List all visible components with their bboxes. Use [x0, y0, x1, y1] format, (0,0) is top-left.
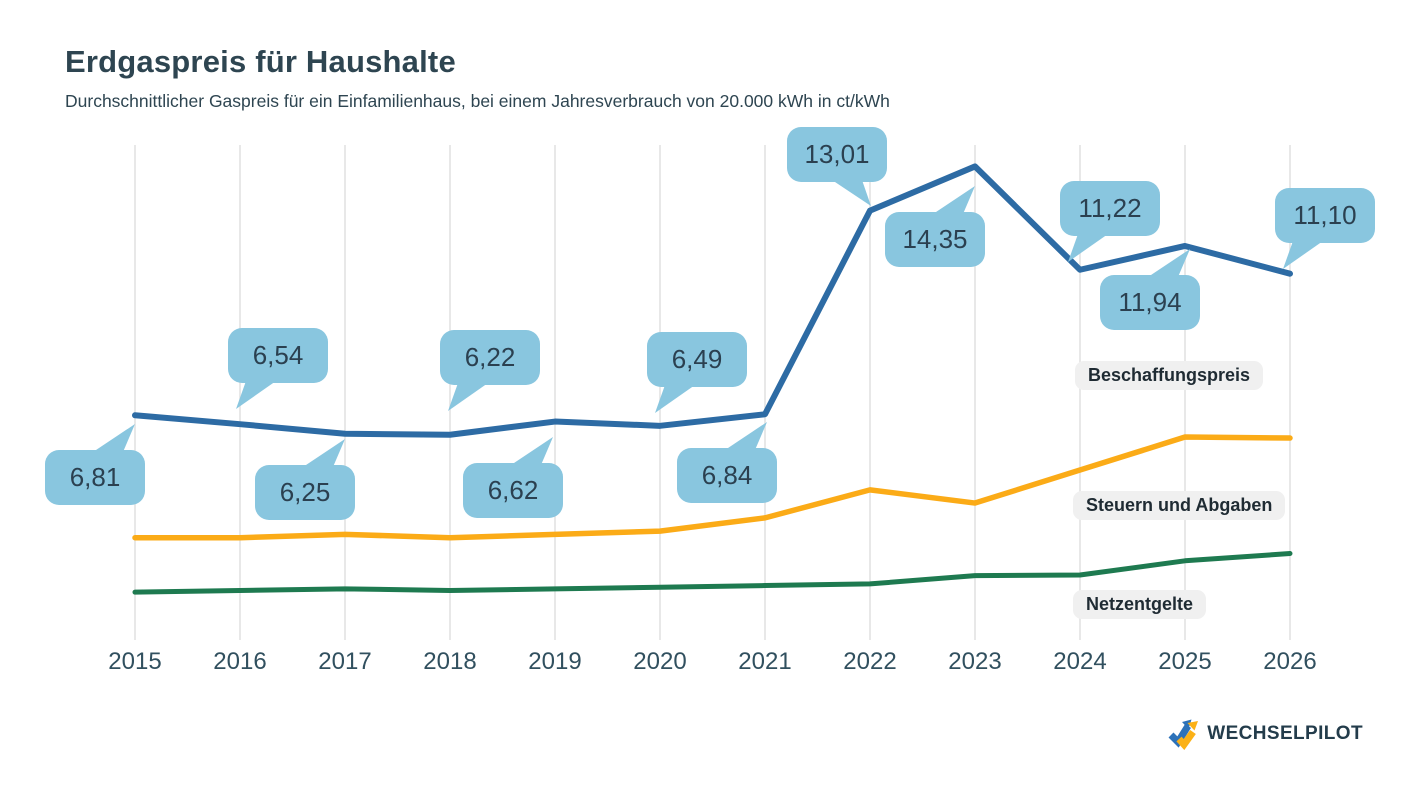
- x-axis-label-2015: 2015: [108, 648, 162, 675]
- bubble-tail: [832, 180, 871, 206]
- value-bubble-2015: 6,81: [45, 424, 145, 505]
- x-axis-label-2016: 2016: [213, 648, 267, 675]
- value-bubble-2017: 6,25: [255, 439, 355, 520]
- x-axis-label-2022: 2022: [843, 648, 897, 675]
- bubble-value: 6,49: [671, 344, 723, 374]
- bubble-value: 6,62: [487, 475, 539, 505]
- value-bubble-2019: 6,62: [463, 437, 563, 518]
- bubble-tail: [448, 383, 488, 411]
- steuern-und-abgaben-line: [132, 434, 1293, 541]
- value-bubble-2025: 11,94: [1100, 249, 1200, 330]
- value-bubble-2023: 14,35: [885, 186, 985, 267]
- value-bubble-2024: 11,22: [1060, 181, 1160, 262]
- series-label-steuern-und-abgaben: Steuern und Abgaben: [1073, 491, 1286, 520]
- x-axis-label-2025: 2025: [1158, 648, 1212, 675]
- bubble-tail: [1068, 234, 1108, 262]
- bubble-value: 11,94: [1118, 287, 1182, 317]
- bubble-tail: [1148, 249, 1190, 277]
- logo-text: WECHSELPILOT: [1207, 723, 1363, 744]
- value-bubble-2022: 13,01: [787, 127, 887, 206]
- value-bubble-2020: 6,49: [647, 332, 747, 413]
- x-axis-label-2020: 2020: [633, 648, 687, 675]
- series-label-netzentgelte: Netzentgelte: [1073, 590, 1207, 619]
- bubble-value: 6,84: [701, 460, 753, 490]
- bubble-tail: [236, 381, 276, 409]
- bubble-tail: [933, 186, 975, 214]
- netzentgelte-line: [132, 551, 1293, 595]
- bubble-value: 6,22: [464, 342, 516, 372]
- x-axis-label-2018: 2018: [423, 648, 477, 675]
- double-checkmark-arrow-icon: [1168, 719, 1199, 750]
- value-bubble-2021: 6,84: [677, 422, 777, 503]
- series-label-beschaffungspreis: Beschaffungspreis: [1075, 361, 1264, 390]
- x-axis-label-2021: 2021: [738, 648, 792, 675]
- bubble-value: 6,54: [252, 340, 304, 370]
- value-bubble-2018: 6,22: [440, 330, 540, 411]
- x-axis-label-2026: 2026: [1263, 648, 1317, 675]
- page-subtitle: Durchschnittlicher Gaspreis für ein Einf…: [65, 91, 890, 111]
- bubble-value: 6,81: [69, 462, 121, 492]
- bubble-value: 11,22: [1078, 193, 1142, 223]
- bubble-tail: [93, 424, 135, 452]
- x-axis-label-2024: 2024: [1053, 648, 1107, 675]
- value-bubble-2026: 11,10: [1275, 188, 1375, 269]
- bubble-tail: [655, 385, 695, 413]
- x-axis-label-2019: 2019: [528, 648, 582, 675]
- x-axis-label-2023: 2023: [948, 648, 1002, 675]
- value-bubble-2016: 6,54: [228, 328, 328, 409]
- wechselpilot-logo: WECHSELPILOT: [1167, 718, 1363, 750]
- x-axis-label-2017: 2017: [318, 648, 372, 675]
- bubble-tail: [303, 439, 345, 467]
- bubble-tail: [511, 437, 553, 465]
- bubble-tail: [725, 422, 767, 450]
- bubble-value: 14,35: [902, 224, 968, 254]
- page-title: Erdgaspreis für Haushalte: [65, 44, 456, 79]
- bubble-tail: [1283, 241, 1323, 269]
- bubble-value: 6,25: [279, 477, 331, 507]
- beschaffungspreis-line: [132, 163, 1293, 438]
- bubble-value: 11,10: [1293, 200, 1357, 230]
- bubble-value: 13,01: [804, 139, 870, 169]
